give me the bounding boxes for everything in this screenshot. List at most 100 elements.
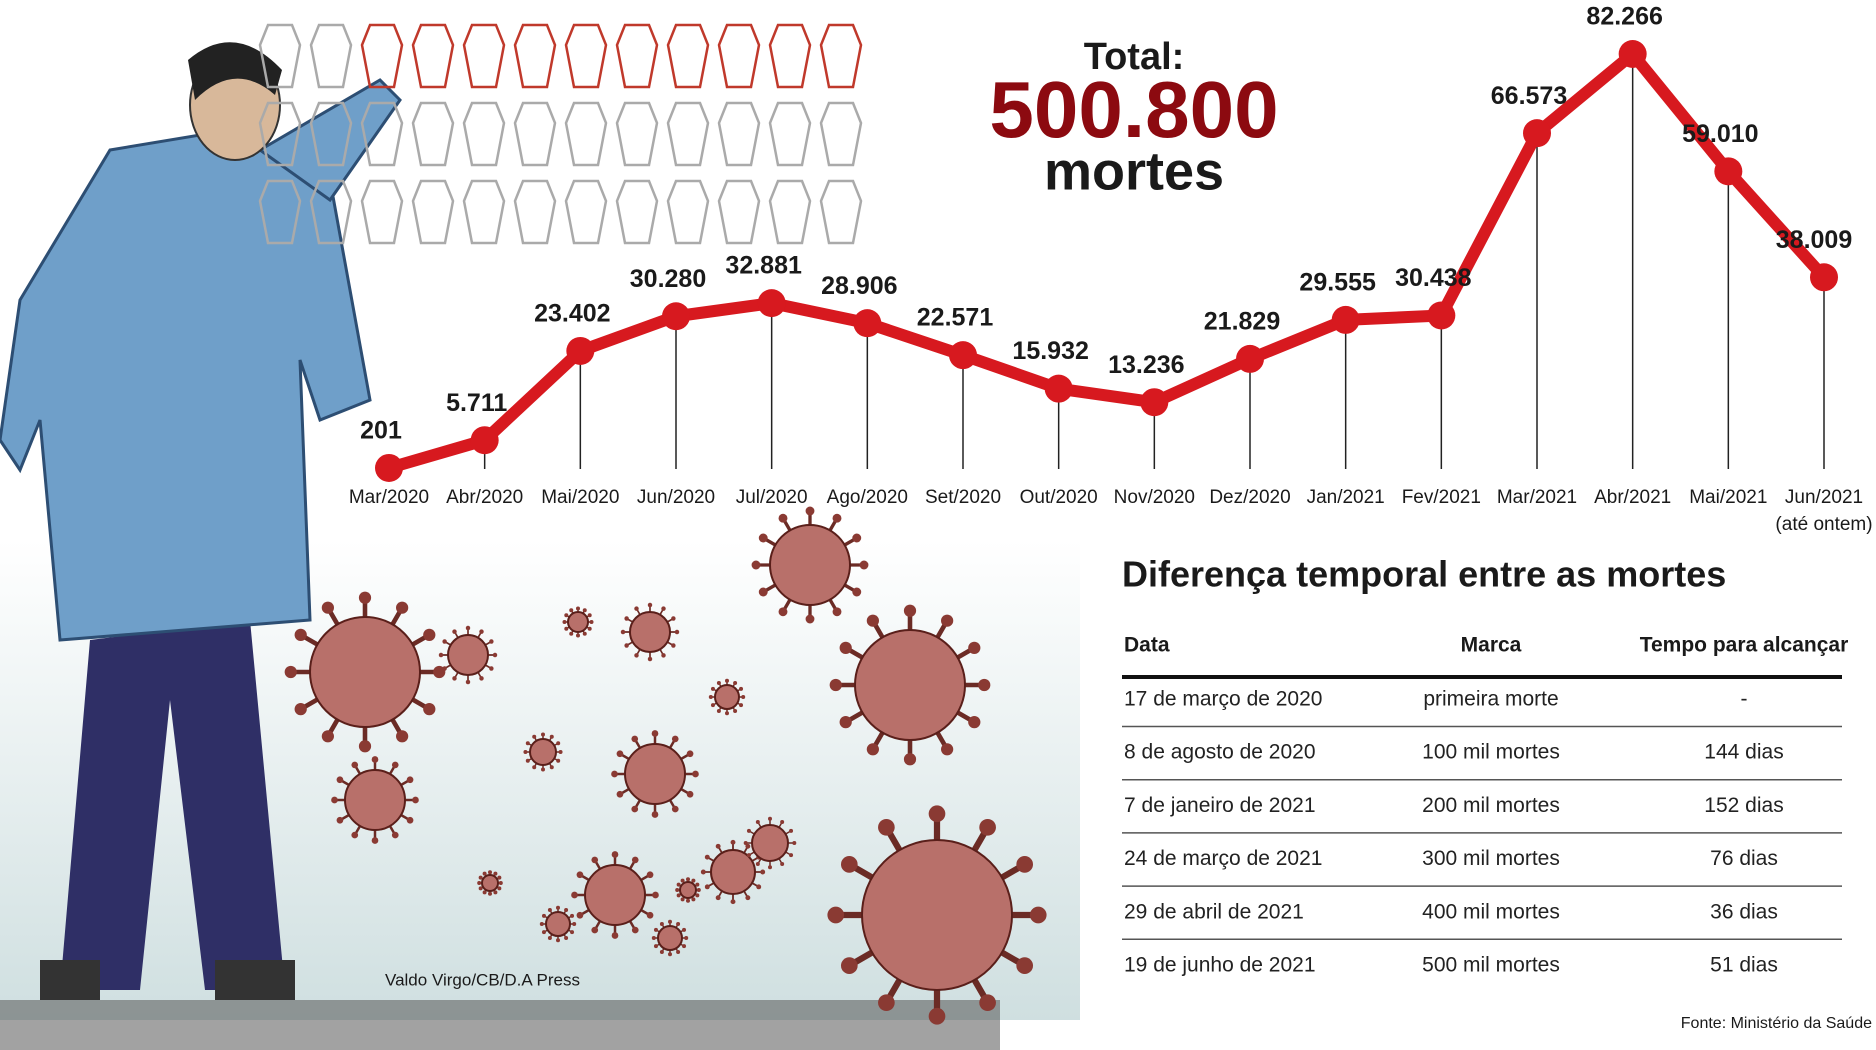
virus-tip [780, 862, 784, 866]
virus-tip [556, 938, 560, 942]
total-unit: mortes [1044, 141, 1224, 201]
value-label: 5.711 [446, 389, 507, 417]
infographic: Total: 500.800 mortes Diferença temporal… [0, 0, 1876, 1050]
table-cell: 29 de abril de 2021 [1124, 900, 1304, 923]
virus-tip [1030, 907, 1047, 924]
virus-tip [682, 928, 686, 932]
x-tick-label: Jan/2021 [1307, 487, 1385, 508]
table-cell: 24 de março de 2021 [1124, 847, 1322, 870]
virus-tip [716, 895, 721, 900]
virus-tip [660, 922, 664, 926]
x-tick-label: Abr/2021 [1594, 487, 1671, 508]
virus-tip [526, 759, 530, 763]
table-cell: 19 de junho de 2021 [1124, 954, 1316, 977]
point [1427, 301, 1455, 329]
virus-tip [412, 797, 419, 804]
virus-body [680, 882, 696, 898]
value-label: 66.573 [1491, 82, 1567, 110]
virus-body [482, 875, 498, 891]
virus-tip [675, 630, 679, 634]
virus-tip [652, 892, 659, 899]
virus-body [345, 770, 405, 830]
virus-tip [686, 899, 690, 903]
virus-tip [423, 703, 435, 715]
coffin [515, 181, 555, 243]
virus-tip [452, 676, 456, 680]
coffin [719, 181, 759, 243]
virus-tip [588, 613, 592, 617]
value-label: 59.010 [1682, 120, 1758, 148]
value-label: 23.402 [534, 300, 610, 328]
point [1714, 157, 1742, 185]
virus-tip [556, 741, 560, 745]
virus-tip [1016, 856, 1033, 873]
point [471, 426, 499, 454]
virus-tip [671, 616, 675, 620]
coffin [362, 25, 402, 87]
virus-tip [676, 922, 680, 926]
virus-tip [624, 643, 628, 647]
virus-tip [634, 606, 638, 610]
value-label: 21.829 [1204, 307, 1280, 335]
virus-body [658, 926, 682, 950]
virus-tip [617, 750, 624, 757]
virus-tip [612, 932, 619, 939]
x-tick-label: Mar/2021 [1497, 487, 1577, 508]
virus-tip [711, 703, 715, 707]
virus-tip [979, 994, 996, 1011]
value-label: 82.266 [1586, 3, 1662, 31]
virus-tip [661, 606, 665, 610]
virus-body [530, 739, 556, 765]
point [1523, 119, 1551, 147]
point [1332, 306, 1360, 334]
x-tick-label: Dez/2020 [1209, 487, 1290, 508]
coffin [515, 25, 555, 87]
virus-tip [550, 765, 554, 769]
virus-tip [295, 629, 307, 641]
table-header: Marca [1461, 634, 1522, 657]
virus-tip [789, 853, 793, 857]
x-tick-label: Mai/2021 [1689, 487, 1767, 508]
virus-tip [660, 950, 664, 954]
virus-tip [337, 776, 344, 783]
virus-body [630, 612, 670, 652]
table-cell: - [1741, 688, 1748, 711]
virus-tip [617, 791, 624, 798]
virus-tip [867, 615, 879, 627]
virus-tip [359, 740, 371, 752]
coffin [617, 103, 657, 165]
table-cell: 7 de janeiro de 2021 [1124, 794, 1316, 817]
coffin [464, 103, 504, 165]
credit: Valdo Virgo/CB/D.A Press [385, 970, 580, 989]
virus-tip [647, 912, 654, 919]
value-label: 32.881 [725, 252, 802, 280]
virus-tip [841, 856, 858, 873]
virus-tip [331, 797, 338, 804]
virus-tip [493, 653, 497, 657]
virus-tip [550, 735, 554, 739]
coffin [617, 181, 657, 243]
coffin [413, 25, 453, 87]
coffin [770, 181, 810, 243]
point [566, 337, 594, 365]
virus-tip [701, 870, 706, 875]
table-cell: 17 de março de 2020 [1124, 688, 1322, 711]
virus-tip [867, 743, 879, 755]
virus-tip [532, 765, 536, 769]
virus-tip [571, 892, 578, 899]
virus-tip [852, 534, 861, 543]
virus-tip [725, 711, 729, 715]
virus-tip [621, 630, 625, 634]
virus-tip [833, 607, 842, 616]
coffin [668, 103, 708, 165]
virus-tip [372, 837, 379, 844]
virus-tip [372, 756, 379, 763]
virus-tip [631, 806, 638, 813]
virus-tip [652, 936, 656, 940]
virus-body [585, 865, 645, 925]
table-cell: 76 dias [1710, 847, 1778, 870]
virus-tip [572, 922, 576, 926]
virus-tip [542, 930, 546, 934]
table-cell: 36 dias [1710, 900, 1778, 923]
x-tick-label: Fev/2021 [1402, 487, 1481, 508]
